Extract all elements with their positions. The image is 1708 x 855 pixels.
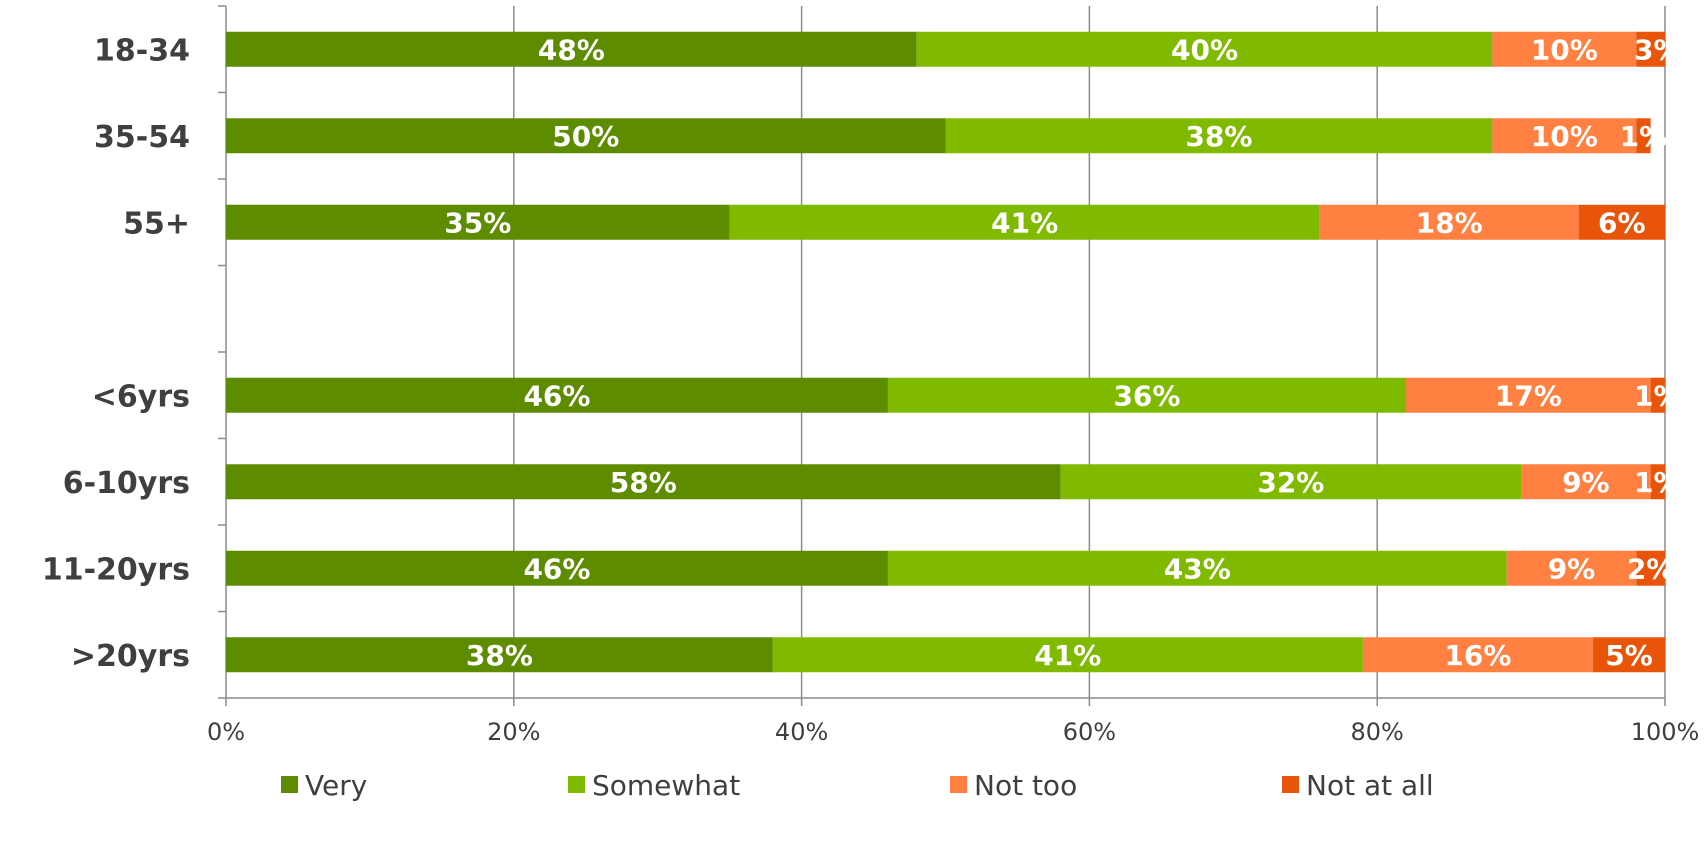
bar-segment xyxy=(729,204,1320,240)
bar-segment xyxy=(1650,377,1665,413)
legend-label: Very xyxy=(305,769,367,802)
legend-label: Somewhat xyxy=(592,769,740,802)
data-label: 16% xyxy=(1444,639,1511,672)
data-label: 36% xyxy=(1113,379,1180,412)
legend-label: Not too xyxy=(974,769,1077,802)
bar-segment xyxy=(887,550,1507,586)
data-label: 9% xyxy=(1562,466,1610,499)
category-label: 35-54 xyxy=(94,120,190,155)
data-label: 35% xyxy=(444,206,511,239)
data-label: 38% xyxy=(1185,120,1252,153)
bar-segment xyxy=(945,118,1493,154)
category-labels: 18-34 35-54 55+ <6yrs 6-10yrs 11-20yrs >20yrs xyxy=(42,33,190,674)
bar-segment xyxy=(1636,550,1665,586)
data-label: 50% xyxy=(552,120,619,153)
x-tick-label: 40% xyxy=(775,718,828,746)
category-label: 11-20yrs xyxy=(42,552,190,587)
category-label: 6-10yrs xyxy=(63,466,190,501)
gridlines xyxy=(513,6,1666,698)
legend-swatch xyxy=(1282,776,1299,793)
category-label: 55+ xyxy=(123,206,190,241)
bar-segment xyxy=(1492,31,1637,67)
legend-label: Not at all xyxy=(1306,769,1434,802)
bar-segment xyxy=(1650,464,1665,500)
data-label: 48% xyxy=(538,33,605,66)
data-label: 1% xyxy=(1634,379,1682,412)
bar-segment xyxy=(887,377,1406,413)
data-label: 32% xyxy=(1257,466,1324,499)
bar-segment xyxy=(1405,377,1651,413)
bar-segment xyxy=(1492,118,1637,154)
data-label: 46% xyxy=(523,379,590,412)
bar-segment xyxy=(1578,204,1665,240)
data-label: 2% xyxy=(1627,552,1675,585)
bar-segment xyxy=(226,118,946,154)
data-label: 9% xyxy=(1548,552,1596,585)
data-label: 5% xyxy=(1605,639,1653,672)
data-label: 3% xyxy=(1634,33,1682,66)
data-label: 46% xyxy=(523,552,590,585)
bar-segment xyxy=(226,377,888,413)
legend: Very Somewhat Not too Not at all xyxy=(281,769,1434,802)
data-label: 17% xyxy=(1495,379,1562,412)
bar-segment xyxy=(226,31,917,67)
bar-segment xyxy=(772,637,1363,673)
x-tick-label: 100% xyxy=(1631,718,1700,746)
bar-segment xyxy=(1636,118,1651,154)
bars xyxy=(226,31,1665,673)
data-label: 38% xyxy=(466,639,533,672)
bar-segment xyxy=(226,464,1061,500)
x-tick-label: 60% xyxy=(1063,718,1116,746)
category-label: <6yrs xyxy=(92,379,190,414)
x-tick-label: 20% xyxy=(487,718,540,746)
category-label: >20yrs xyxy=(71,639,190,674)
bar-segment xyxy=(226,637,773,673)
bar-segment xyxy=(1593,637,1665,673)
bar-segment xyxy=(1636,31,1665,67)
axes xyxy=(218,5,1666,706)
data-label: 58% xyxy=(610,466,677,499)
data-label: 1% xyxy=(1634,466,1682,499)
bar-segment xyxy=(226,550,888,586)
legend-swatch xyxy=(281,776,298,793)
legend-swatch xyxy=(950,776,967,793)
data-label: 41% xyxy=(1034,639,1101,672)
bar-segment xyxy=(1319,204,1579,240)
legend-swatch xyxy=(568,776,585,793)
data-label: 6% xyxy=(1598,206,1646,239)
data-label: 1% xyxy=(1620,120,1668,153)
data-label: 10% xyxy=(1531,33,1598,66)
data-label: 40% xyxy=(1171,33,1238,66)
data-label: 10% xyxy=(1531,120,1598,153)
x-tick-label: 0% xyxy=(207,718,245,746)
bar-segment xyxy=(1362,637,1594,673)
bar-segment xyxy=(1060,464,1522,500)
data-label: 41% xyxy=(991,206,1058,239)
x-tick-labels: 0% 20% 40% 60% 80% 100% xyxy=(207,718,1699,746)
bar-segment xyxy=(1521,464,1651,500)
bar-segment xyxy=(226,204,730,240)
data-labels: 48% 40% 10% 3% 50% 38% 10% 1% 35% 41% 18% 6% 46% 36% 1… xyxy=(444,33,1681,672)
data-label: 18% xyxy=(1416,206,1483,239)
data-label: 43% xyxy=(1164,552,1231,585)
category-label: 18-34 xyxy=(94,33,190,68)
x-tick-label: 80% xyxy=(1351,718,1404,746)
bar-segment xyxy=(1506,550,1637,586)
bar-segment xyxy=(916,31,1493,67)
